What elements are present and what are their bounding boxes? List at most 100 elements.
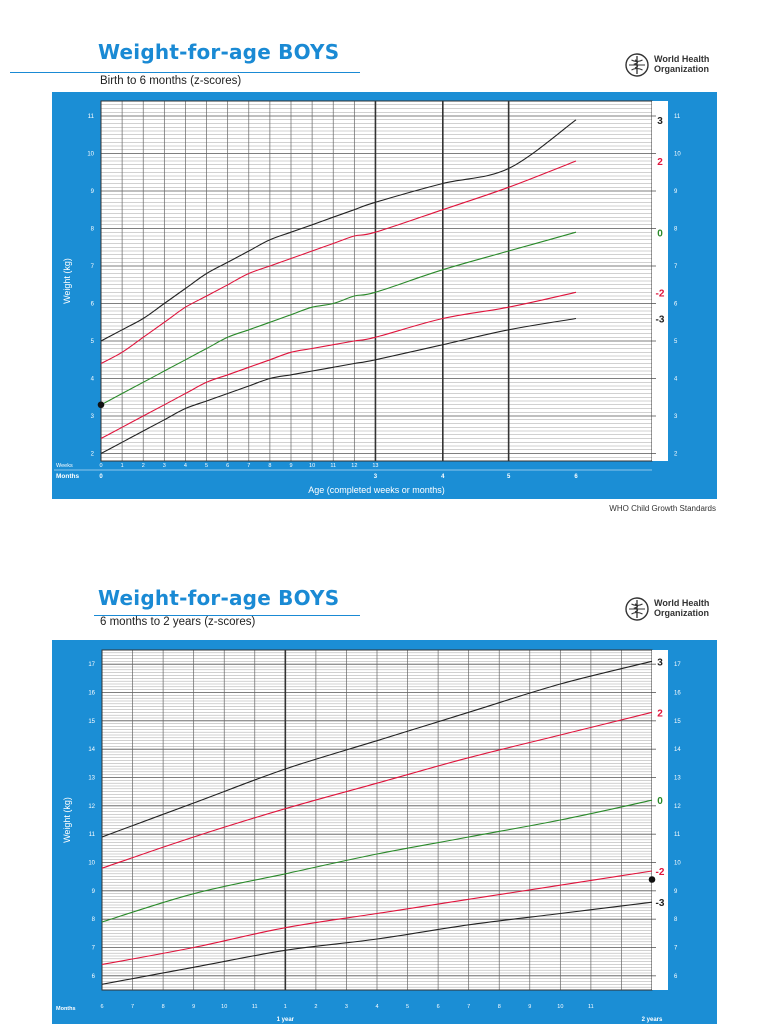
zscore-curve-0 — [101, 799, 653, 923]
who-logo: World Health Organization — [624, 52, 734, 78]
week-tick-label: 11 — [330, 463, 336, 469]
chart1-subtitle: Birth to 6 months (z-scores) — [100, 75, 242, 87]
chart2-title: Weight-for-age BOYS — [98, 586, 340, 610]
week-tick-label: 1 — [121, 463, 124, 469]
zscore-label: -2 — [656, 288, 665, 299]
chart2-panel: 6 6 7 7 8 8 9 9 10 10 11 11 12 12 13 13 14 14 15 15 16 16 17 17… — [52, 640, 717, 1024]
who-name: World Health Organization — [654, 598, 734, 618]
month-tick-label: 1 — [284, 1004, 287, 1010]
month-tick-label: 6 — [100, 1004, 103, 1010]
month-tick-label: 6 — [574, 474, 578, 480]
week-tick-label: 4 — [184, 463, 187, 469]
zscore-label: 0 — [657, 796, 663, 807]
zscore-curve-3 — [101, 660, 653, 838]
y-tick-label-right: 6 — [674, 302, 678, 308]
zscore-label: -3 — [656, 315, 665, 326]
zscore-label-band — [652, 101, 668, 461]
y-tick-label-right: 5 — [674, 339, 678, 345]
month-tick-label: 10 — [557, 1004, 563, 1010]
who-name: World Health Organization — [654, 54, 734, 74]
week-tick-label: 0 — [99, 463, 102, 469]
week-tick-label: 10 — [309, 463, 315, 469]
zscore-label: 0 — [657, 228, 663, 239]
y-tick-label-right: 13 — [674, 776, 681, 782]
who-emblem-icon — [625, 53, 649, 77]
chart2-title-rule — [94, 615, 360, 616]
week-tick-label: 5 — [205, 463, 208, 469]
month-tick-label: 11 — [588, 1004, 594, 1010]
who-name-line2: Organization — [654, 608, 710, 618]
chart1-title: Weight-for-age BOYS — [98, 40, 340, 64]
month-tick-label: 9 — [192, 1004, 195, 1010]
zscore-label: 2 — [657, 708, 663, 719]
zscore-curve--2 — [100, 291, 577, 439]
y-tick-label-left: 15 — [88, 719, 95, 725]
y-tick-label-left: 7 — [92, 946, 96, 952]
y-tick-label-left: 9 — [92, 889, 96, 895]
y-tick-label-left: 10 — [88, 861, 95, 867]
zscore-curve-2 — [100, 160, 577, 364]
y-tick-label-left: 7 — [91, 264, 95, 270]
y-tick-label-left: 5 — [91, 339, 95, 345]
zscore-label-band — [652, 650, 668, 990]
weeks-row-label: Weeks — [56, 463, 73, 469]
month-tick-label: 5 — [406, 1004, 409, 1010]
zscore-label: -3 — [656, 898, 665, 909]
month-tick-label: 3 — [374, 474, 378, 480]
zscore-label: 3 — [657, 116, 663, 127]
zscore-label: 3 — [657, 657, 663, 668]
zscore-curve-2 — [101, 711, 653, 869]
data-point — [97, 401, 105, 409]
y-tick-label-right: 14 — [674, 747, 681, 753]
month-tick-label: 3 — [345, 1004, 348, 1010]
y-tick-label-left: 11 — [89, 832, 96, 838]
week-tick-label: 12 — [351, 463, 357, 469]
week-tick-label: 13 — [372, 463, 378, 469]
months-row-label: Months — [56, 1006, 76, 1012]
month-tick-label: 7 — [131, 1004, 134, 1010]
who-name-line1: World Health — [654, 598, 710, 608]
y-tick-label-left: 13 — [88, 776, 95, 782]
y-tick-label-right: 3 — [674, 414, 678, 420]
y-tick-label-left: 17 — [88, 662, 95, 668]
y-tick-label-right: 11 — [674, 832, 681, 838]
zscore-curve-3 — [100, 119, 577, 342]
y-tick-label-left: 2 — [91, 452, 95, 458]
y-axis-label: Weight (kg) — [62, 258, 72, 304]
zscore-label: -2 — [656, 867, 665, 878]
month-tick-label: 4 — [375, 1004, 378, 1010]
y-tick-label-left: 4 — [91, 377, 95, 383]
y-tick-label-left: 11 — [88, 114, 95, 120]
y-tick-label-left: 14 — [88, 747, 95, 753]
y-tick-label-right: 11 — [674, 114, 681, 120]
y-tick-label-left: 8 — [91, 227, 95, 233]
month-tick-label: 8 — [162, 1004, 165, 1010]
week-tick-label: 7 — [247, 463, 250, 469]
month-tick-label: 4 — [441, 474, 445, 480]
month-tick-label: 6 — [437, 1004, 440, 1010]
zscore-curve--3 — [100, 317, 577, 454]
y-tick-label-right: 9 — [674, 889, 678, 895]
who-emblem-icon — [625, 597, 649, 621]
zscore-label: 2 — [657, 157, 663, 168]
y-tick-label-left: 9 — [91, 189, 95, 195]
y-axis-label: Weight (kg) — [62, 797, 72, 843]
zscore-curve--2 — [101, 870, 653, 966]
month-tick-label: 11 — [252, 1004, 258, 1010]
zscore-curve-0 — [100, 231, 577, 406]
week-tick-label: 9 — [289, 463, 292, 469]
y-tick-label-right: 6 — [674, 974, 678, 980]
week-tick-label: 2 — [142, 463, 145, 469]
months-row-label: Months — [56, 473, 79, 480]
month-tick-label: 7 — [467, 1004, 470, 1010]
zscore-curve--3 — [101, 901, 653, 985]
y-tick-label-left: 12 — [88, 804, 95, 810]
year-label: 2 years — [642, 1017, 663, 1023]
who-name-line2: Organization — [654, 64, 710, 74]
y-tick-label-right: 16 — [674, 691, 681, 697]
y-tick-label-right: 15 — [674, 719, 681, 725]
chart1-title-rule — [10, 72, 360, 73]
y-tick-label-left: 3 — [91, 414, 95, 420]
chart2-subtitle: 6 months to 2 years (z-scores) — [100, 616, 256, 628]
